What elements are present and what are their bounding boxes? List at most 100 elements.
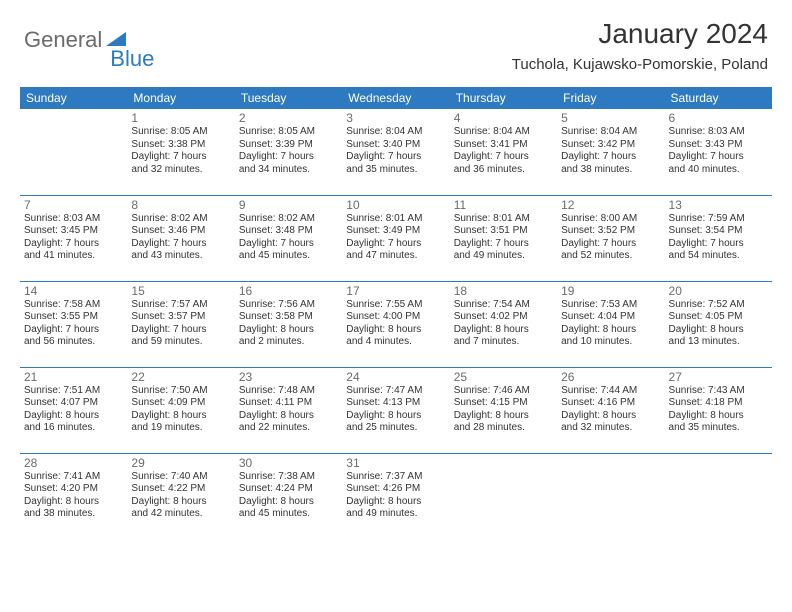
daylight-text: Daylight: 8 hours [454, 324, 553, 337]
calendar-cell: 13Sunrise: 7:59 AMSunset: 3:54 PMDayligh… [665, 195, 772, 281]
daylight-text: Daylight: 8 hours [561, 410, 660, 423]
day-number: 26 [561, 370, 660, 384]
daylight-text: and 32 minutes. [561, 422, 660, 435]
calendar-cell: 25Sunrise: 7:46 AMSunset: 4:15 PMDayligh… [450, 367, 557, 453]
sunset-text: Sunset: 3:48 PM [239, 225, 338, 238]
day-number: 30 [239, 456, 338, 470]
daylight-text: and 47 minutes. [346, 250, 445, 263]
sunset-text: Sunset: 3:40 PM [346, 139, 445, 152]
daylight-text: Daylight: 7 hours [346, 238, 445, 251]
daylight-text: Daylight: 8 hours [669, 410, 768, 423]
calendar-cell: 29Sunrise: 7:40 AMSunset: 4:22 PMDayligh… [127, 453, 234, 539]
calendar-cell [450, 453, 557, 539]
sunrise-text: Sunrise: 7:43 AM [669, 385, 768, 398]
calendar-cell: 15Sunrise: 7:57 AMSunset: 3:57 PMDayligh… [127, 281, 234, 367]
day-header: Wednesday [342, 87, 449, 109]
daylight-text: and 4 minutes. [346, 336, 445, 349]
sunset-text: Sunset: 4:13 PM [346, 397, 445, 410]
calendar-cell: 24Sunrise: 7:47 AMSunset: 4:13 PMDayligh… [342, 367, 449, 453]
sunrise-text: Sunrise: 7:38 AM [239, 471, 338, 484]
daylight-text: Daylight: 7 hours [669, 238, 768, 251]
sunset-text: Sunset: 4:11 PM [239, 397, 338, 410]
sunset-text: Sunset: 4:26 PM [346, 483, 445, 496]
daylight-text: and 32 minutes. [131, 164, 230, 177]
sunrise-text: Sunrise: 7:51 AM [24, 385, 123, 398]
calendar-cell: 3Sunrise: 8:04 AMSunset: 3:40 PMDaylight… [342, 109, 449, 195]
sunrise-text: Sunrise: 8:02 AM [131, 213, 230, 226]
calendar-cell: 30Sunrise: 7:38 AMSunset: 4:24 PMDayligh… [235, 453, 342, 539]
daylight-text: and 42 minutes. [131, 508, 230, 521]
daylight-text: and 38 minutes. [24, 508, 123, 521]
calendar-cell: 14Sunrise: 7:58 AMSunset: 3:55 PMDayligh… [20, 281, 127, 367]
daylight-text: and 49 minutes. [346, 508, 445, 521]
calendar-cell: 16Sunrise: 7:56 AMSunset: 3:58 PMDayligh… [235, 281, 342, 367]
sunset-text: Sunset: 3:58 PM [239, 311, 338, 324]
day-number: 25 [454, 370, 553, 384]
day-number: 22 [131, 370, 230, 384]
calendar-week-row: 1Sunrise: 8:05 AMSunset: 3:38 PMDaylight… [20, 109, 772, 195]
sunrise-text: Sunrise: 8:01 AM [454, 213, 553, 226]
day-number: 6 [669, 111, 768, 125]
sunset-text: Sunset: 3:39 PM [239, 139, 338, 152]
daylight-text: and 43 minutes. [131, 250, 230, 263]
day-number: 31 [346, 456, 445, 470]
sunrise-text: Sunrise: 7:52 AM [669, 299, 768, 312]
sunset-text: Sunset: 4:05 PM [669, 311, 768, 324]
daylight-text: and 49 minutes. [454, 250, 553, 263]
sunrise-text: Sunrise: 8:03 AM [24, 213, 123, 226]
daylight-text: Daylight: 7 hours [454, 151, 553, 164]
daylight-text: and 45 minutes. [239, 508, 338, 521]
daylight-text: and 19 minutes. [131, 422, 230, 435]
sunrise-text: Sunrise: 7:57 AM [131, 299, 230, 312]
daylight-text: Daylight: 8 hours [131, 496, 230, 509]
daylight-text: Daylight: 7 hours [561, 151, 660, 164]
sunset-text: Sunset: 3:55 PM [24, 311, 123, 324]
day-number: 11 [454, 198, 553, 212]
day-number: 3 [346, 111, 445, 125]
day-number: 9 [239, 198, 338, 212]
calendar-cell: 28Sunrise: 7:41 AMSunset: 4:20 PMDayligh… [20, 453, 127, 539]
day-number: 4 [454, 111, 553, 125]
header: General Blue January 2024 Tuchola, Kujaw… [0, 0, 792, 79]
daylight-text: Daylight: 8 hours [24, 496, 123, 509]
sunrise-text: Sunrise: 7:44 AM [561, 385, 660, 398]
logo: General Blue [24, 18, 154, 62]
daylight-text: and 10 minutes. [561, 336, 660, 349]
daylight-text: Daylight: 7 hours [454, 238, 553, 251]
calendar-cell: 4Sunrise: 8:04 AMSunset: 3:41 PMDaylight… [450, 109, 557, 195]
daylight-text: and 35 minutes. [346, 164, 445, 177]
sunset-text: Sunset: 3:43 PM [669, 139, 768, 152]
day-header: Thursday [450, 87, 557, 109]
sunset-text: Sunset: 4:02 PM [454, 311, 553, 324]
day-number: 5 [561, 111, 660, 125]
day-number: 18 [454, 284, 553, 298]
sunrise-text: Sunrise: 8:04 AM [346, 126, 445, 139]
sunrise-text: Sunrise: 7:59 AM [669, 213, 768, 226]
daylight-text: and 28 minutes. [454, 422, 553, 435]
sunrise-text: Sunrise: 8:00 AM [561, 213, 660, 226]
daylight-text: Daylight: 8 hours [239, 324, 338, 337]
sunset-text: Sunset: 4:15 PM [454, 397, 553, 410]
sunrise-text: Sunrise: 7:54 AM [454, 299, 553, 312]
calendar-week-row: 14Sunrise: 7:58 AMSunset: 3:55 PMDayligh… [20, 281, 772, 367]
calendar-cell: 2Sunrise: 8:05 AMSunset: 3:39 PMDaylight… [235, 109, 342, 195]
calendar-cell: 20Sunrise: 7:52 AMSunset: 4:05 PMDayligh… [665, 281, 772, 367]
sunset-text: Sunset: 3:38 PM [131, 139, 230, 152]
sunset-text: Sunset: 3:46 PM [131, 225, 230, 238]
sunrise-text: Sunrise: 7:46 AM [454, 385, 553, 398]
daylight-text: and 2 minutes. [239, 336, 338, 349]
daylight-text: and 36 minutes. [454, 164, 553, 177]
day-number: 21 [24, 370, 123, 384]
sunrise-text: Sunrise: 7:55 AM [346, 299, 445, 312]
sunset-text: Sunset: 3:42 PM [561, 139, 660, 152]
daylight-text: and 38 minutes. [561, 164, 660, 177]
daylight-text: Daylight: 7 hours [561, 238, 660, 251]
daylight-text: and 7 minutes. [454, 336, 553, 349]
calendar-cell [665, 453, 772, 539]
day-number: 2 [239, 111, 338, 125]
calendar-header-row: Sunday Monday Tuesday Wednesday Thursday… [20, 87, 772, 109]
daylight-text: and 52 minutes. [561, 250, 660, 263]
day-number: 27 [669, 370, 768, 384]
daylight-text: and 41 minutes. [24, 250, 123, 263]
calendar-cell: 6Sunrise: 8:03 AMSunset: 3:43 PMDaylight… [665, 109, 772, 195]
